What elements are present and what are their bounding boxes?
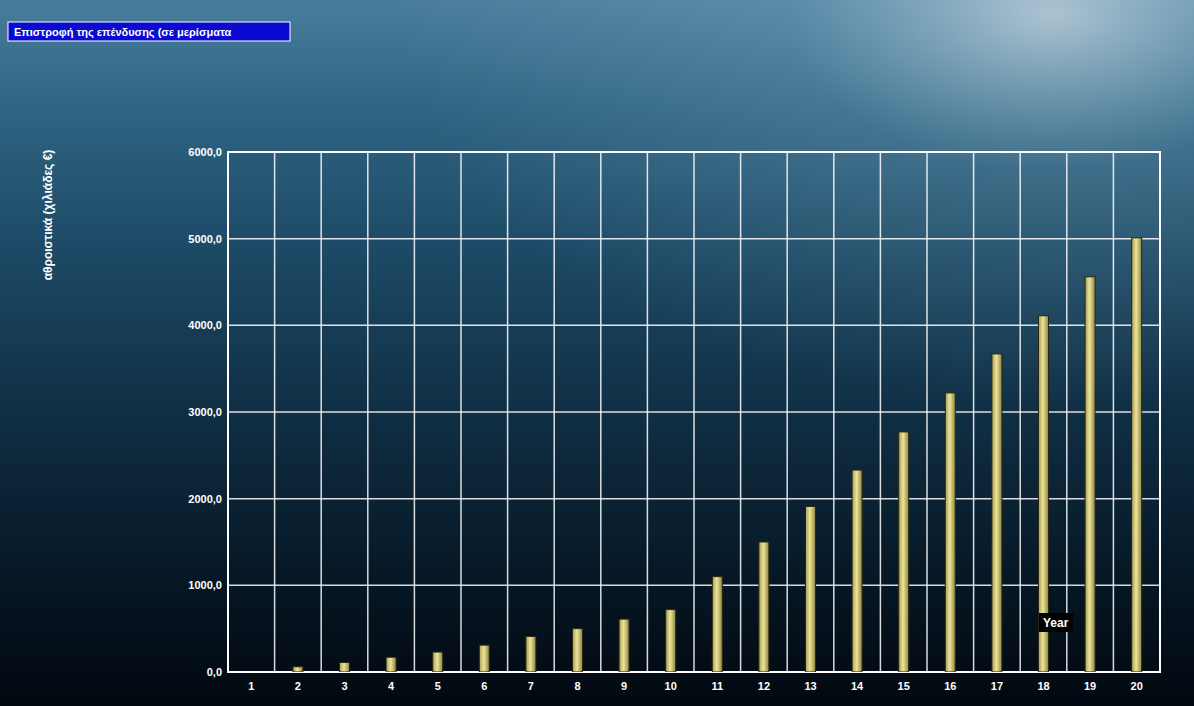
- bar: [1132, 238, 1142, 672]
- grid-line-vertical: [786, 152, 788, 672]
- plot-frame: [228, 152, 1160, 672]
- title-background: [8, 22, 290, 41]
- x-tick-label: 3: [341, 680, 347, 692]
- bars: [293, 238, 1142, 672]
- grid-line-vertical: [693, 152, 695, 672]
- grid-line-vertical: [460, 152, 462, 672]
- x-tick-label: 10: [665, 680, 677, 692]
- bar: [992, 354, 1002, 672]
- y-tick-label: 6000,0: [188, 146, 222, 158]
- chart: 0,0 1000,0 2000,0 3000,0 4000,0 5000,0 6000,0 1…: [0, 0, 1194, 706]
- grid-line-vertical: [740, 152, 742, 672]
- y-tick-label: 1000,0: [188, 579, 222, 591]
- bar: [945, 393, 955, 672]
- x-tick-label: 17: [991, 680, 1003, 692]
- bar: [340, 662, 350, 672]
- title-box: Επιστροφή της επένδυσης (σε μερίσματα: [8, 22, 290, 41]
- bar: [619, 619, 629, 672]
- y-tick-label: 3000,0: [188, 406, 222, 418]
- x-tick-label: 14: [851, 680, 864, 692]
- title: Επιστροφή της επένδυσης (σε μερίσματα: [14, 26, 232, 39]
- grid-line-vertical: [320, 152, 322, 672]
- grid-line-vertical: [274, 152, 276, 672]
- grid-line-vertical: [926, 152, 928, 672]
- y-tick-label: 4000,0: [188, 319, 222, 331]
- grid-line-vertical: [833, 152, 835, 672]
- y-axis-title: αθροιστικά (χιλιάδες €): [41, 150, 55, 281]
- grid-line-vertical: [880, 152, 882, 672]
- x-tick-label: 8: [574, 680, 580, 692]
- x-tick-label: 13: [804, 680, 816, 692]
- x-tick-label: 15: [898, 680, 910, 692]
- grid-line-vertical: [1113, 152, 1115, 672]
- bar: [852, 470, 862, 672]
- bar: [806, 506, 816, 672]
- x-tick-label: 12: [758, 680, 770, 692]
- bar: [433, 652, 443, 672]
- x-tick-label: 18: [1037, 680, 1049, 692]
- bar: [666, 610, 676, 672]
- x-tick-label: 19: [1084, 680, 1096, 692]
- bar: [246, 672, 256, 673]
- bar: [293, 667, 303, 672]
- bar: [386, 657, 396, 672]
- grid-line-vertical: [1066, 152, 1068, 672]
- grid-line-vertical: [414, 152, 416, 672]
- x-axis-title-background: [1039, 613, 1073, 632]
- bar: [759, 542, 769, 672]
- x-tick-label: 9: [621, 680, 627, 692]
- grid-line-vertical: [647, 152, 649, 672]
- x-tick-label: 7: [528, 680, 534, 692]
- grid-line-vertical: [553, 152, 555, 672]
- x-tick-label: 20: [1131, 680, 1143, 692]
- y-tick-label: 0,0: [207, 666, 222, 678]
- x-tick-label: 11: [711, 680, 723, 692]
- grid-line-vertical: [973, 152, 975, 672]
- x-tick-label: 2: [295, 680, 301, 692]
- x-tick-label: 1: [248, 680, 254, 692]
- bar: [573, 629, 583, 672]
- bar: [712, 577, 722, 672]
- x-tick-label: 5: [435, 680, 441, 692]
- x-tick-label: 16: [944, 680, 956, 692]
- background-light: [0, 0, 1194, 706]
- grid-line-vertical: [507, 152, 509, 672]
- x-axis-title-box: Year: [1039, 613, 1073, 632]
- x-tick-label: 6: [481, 680, 487, 692]
- bar: [1085, 277, 1095, 672]
- y-tick-label: 5000,0: [188, 233, 222, 245]
- grid-line-vertical: [1019, 152, 1021, 672]
- x-axis-title: Year: [1043, 616, 1069, 630]
- x-tick-label: 4: [388, 680, 395, 692]
- grid-line-vertical: [367, 152, 369, 672]
- y-tick-label: 2000,0: [188, 493, 222, 505]
- bar: [899, 432, 909, 672]
- bar: [479, 645, 489, 672]
- bar: [526, 636, 536, 672]
- grid-line-vertical: [600, 152, 602, 672]
